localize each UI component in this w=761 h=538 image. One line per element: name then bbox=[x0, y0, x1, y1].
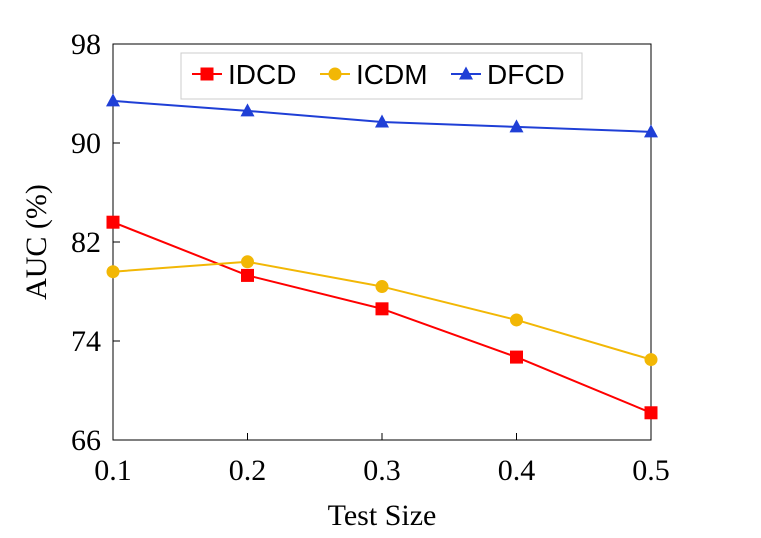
legend-label-dfcd: DFCD bbox=[487, 59, 565, 90]
data-point-icdm bbox=[510, 313, 523, 327]
series-icdm bbox=[106, 255, 658, 367]
data-point-icdm bbox=[106, 265, 120, 279]
series-dfcd bbox=[106, 93, 658, 138]
x-axis-title: Test Size bbox=[328, 499, 437, 532]
data-point-icdm bbox=[241, 255, 254, 269]
series-line-idcd bbox=[112, 221, 652, 414]
y-axis-title: AUC (%) bbox=[20, 184, 53, 300]
plot-frame bbox=[112, 43, 652, 441]
y-tick-label: 98 bbox=[71, 28, 101, 61]
data-point-dfcd bbox=[240, 103, 255, 117]
data-point-dfcd bbox=[375, 114, 389, 128]
data-point-idcd bbox=[241, 268, 254, 282]
y-tick-label: 90 bbox=[71, 127, 101, 160]
legend: IDCD ICDM DFCD bbox=[180, 52, 583, 100]
legend-marker-icdm bbox=[328, 67, 342, 81]
data-point-dfcd bbox=[509, 119, 524, 133]
y-tick-label: 82 bbox=[71, 226, 101, 259]
y-tick-label: 74 bbox=[71, 325, 101, 358]
x-axis-ticks: 0.1 0.2 0.3 0.4 0.5 bbox=[94, 433, 670, 487]
legend-label-icdm: ICDM bbox=[356, 59, 428, 90]
x-tick-label: 0.1 bbox=[94, 454, 132, 487]
x-tick-label: 0.3 bbox=[363, 454, 401, 487]
data-point-idcd bbox=[106, 215, 120, 229]
data-point-icdm bbox=[375, 280, 389, 294]
y-axis-ticks: 66 74 82 90 98 bbox=[71, 28, 120, 457]
data-point-idcd bbox=[510, 350, 523, 364]
x-tick-label: 0.2 bbox=[229, 454, 267, 487]
legend-box bbox=[180, 52, 583, 100]
legend-label-idcd: IDCD bbox=[228, 59, 296, 90]
data-point-idcd bbox=[644, 406, 658, 420]
legend-marker-dfcd bbox=[459, 66, 473, 80]
data-point-dfcd bbox=[106, 93, 120, 107]
y-tick-label: 66 bbox=[71, 424, 101, 457]
x-tick-label: 0.5 bbox=[632, 454, 670, 487]
series-idcd bbox=[106, 215, 658, 420]
legend-marker-idcd bbox=[200, 67, 214, 81]
data-point-icdm bbox=[644, 353, 658, 367]
data-point-idcd bbox=[375, 302, 389, 316]
series-layer bbox=[106, 93, 658, 420]
x-tick-label: 0.4 bbox=[498, 454, 536, 487]
data-point-dfcd bbox=[644, 124, 658, 138]
